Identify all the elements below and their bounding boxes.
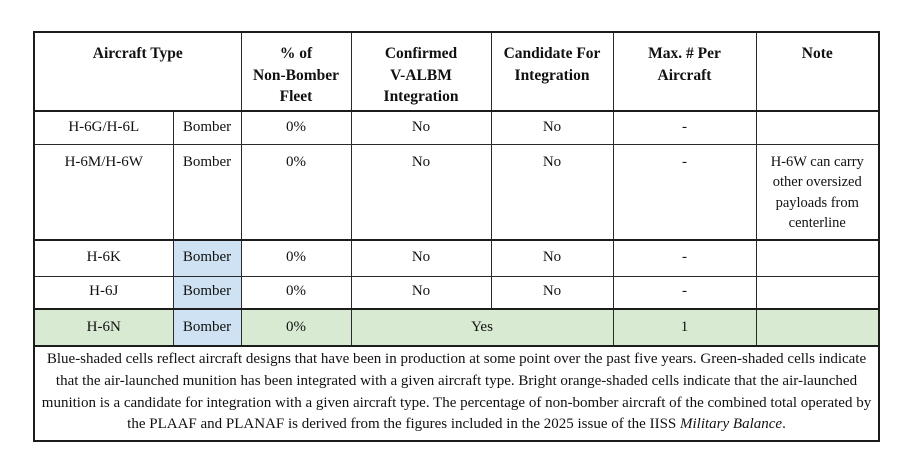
cell-max-per: - — [612, 143, 757, 242]
col-header-candidate-integration: Candidate For Integration — [490, 31, 614, 113]
cell-max-per: - — [612, 110, 757, 145]
cell-note — [755, 110, 880, 145]
cell-note — [755, 275, 880, 311]
cell-note — [755, 239, 880, 277]
cell-fleet-pct: 0% — [240, 110, 352, 145]
cell-integration-merged: Yes — [350, 308, 614, 348]
table-row-h6n: H-6N Bomber 0% Yes 1 — [33, 308, 880, 348]
col-header-max-per-aircraft: Max. # Per Aircraft — [612, 31, 757, 113]
footnote-suffix: . — [782, 416, 786, 433]
cell-note — [755, 308, 880, 348]
cell-aircraft-type: H-6J — [33, 275, 174, 311]
footnote-italic-title: Military Balance — [680, 416, 783, 433]
table-row-h6g-h6l: H-6G/H-6L Bomber 0% No No - — [33, 110, 880, 145]
cell-aircraft-type: H-6M/H-6W — [33, 143, 174, 242]
cell-candidate: No — [490, 275, 614, 311]
cell-candidate: No — [490, 110, 614, 145]
cell-candidate: No — [490, 239, 614, 277]
cell-category: Bomber — [172, 239, 242, 277]
footnote-text: Blue-shaded cells reflect aircraft desig… — [41, 351, 872, 433]
footnote: Blue-shaded cells reflect aircraft desig… — [33, 345, 880, 442]
cell-aircraft-type: H-6K — [33, 239, 174, 277]
col-header-confirmed-integration: Confirmed V-ALBM Integration — [350, 31, 492, 113]
table-row-h6m-h6w: H-6M/H-6W Bomber 0% No No - H-6W can car… — [33, 143, 880, 242]
cell-fleet-pct: 0% — [240, 143, 352, 242]
cell-category: Bomber — [172, 143, 242, 242]
table-row-h6j: H-6J Bomber 0% No No - — [33, 275, 880, 311]
cell-category: Bomber — [172, 110, 242, 145]
cell-category: Bomber — [172, 275, 242, 311]
cell-max-per: - — [612, 239, 757, 277]
cell-aircraft-type: H-6N — [33, 308, 174, 348]
cell-confirmed: No — [350, 275, 492, 311]
col-header-note: Note — [755, 31, 880, 113]
cell-confirmed: No — [350, 239, 492, 277]
col-header-fleet-pct: % of Non-Bomber Fleet — [240, 31, 352, 113]
table-footnote-row: Blue-shaded cells reflect aircraft desig… — [33, 345, 880, 442]
cell-candidate: No — [490, 143, 614, 242]
aircraft-integration-table: Aircraft Type % of Non-Bomber Fleet Conf… — [33, 31, 880, 443]
cell-max-per: 1 — [612, 308, 757, 348]
cell-note: H-6W can carry other oversized payloads … — [755, 143, 880, 242]
table-header-row: Aircraft Type % of Non-Bomber Fleet Conf… — [33, 31, 880, 113]
table-row-h6k: H-6K Bomber 0% No No - — [33, 239, 880, 277]
cell-aircraft-type: H-6G/H-6L — [33, 110, 174, 145]
cell-fleet-pct: 0% — [240, 239, 352, 277]
col-header-aircraft-type: Aircraft Type — [33, 31, 242, 113]
cell-max-per: - — [612, 275, 757, 311]
cell-confirmed: No — [350, 143, 492, 242]
cell-fleet-pct: 0% — [240, 308, 352, 348]
cell-confirmed: No — [350, 110, 492, 145]
cell-category: Bomber — [172, 308, 242, 348]
cell-fleet-pct: 0% — [240, 275, 352, 311]
